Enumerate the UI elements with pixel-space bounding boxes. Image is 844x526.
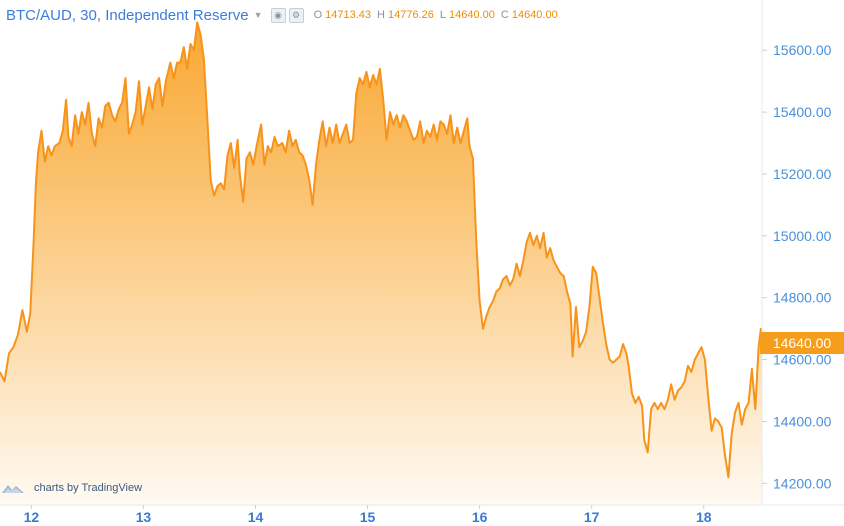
price-line <box>0 21 763 479</box>
y-tick-label: 15200.00 <box>773 166 832 182</box>
series-line <box>0 21 763 479</box>
y-tick-label: 14400.00 <box>773 413 832 429</box>
y-tick-label: 15600.00 <box>773 42 832 58</box>
symbol-title[interactable]: BTC/AUD, 30, Independent Reserve <box>6 6 249 24</box>
x-tick-label: 18 <box>696 509 712 525</box>
y-tick-label: 14600.00 <box>773 352 832 368</box>
time-axis[interactable]: 12 13 14 15 16 17 18 <box>24 505 712 525</box>
last-price-tag: 14640.00 <box>760 332 844 354</box>
tradingview-cloud-icon <box>2 485 24 493</box>
caret-down-icon[interactable]: ▼ <box>253 10 263 20</box>
low-label: L <box>439 9 446 21</box>
y-tick-label: 14200.00 <box>773 475 832 491</box>
x-tick-label: 17 <box>584 509 600 525</box>
close-value: 14640.00 <box>511 9 558 21</box>
price-axis[interactable]: 14200.00 14400.00 14600.00 14800.00 15000.00… <box>762 42 832 491</box>
area-fill <box>0 22 762 506</box>
y-tick-label: 14800.00 <box>773 290 832 306</box>
chart-legend: BTC/AUD, 30, Independent Reserve ▼ ◉ ⚙ O… <box>6 5 562 25</box>
high-label: H <box>377 9 385 21</box>
open-value: 14713.43 <box>325 9 372 21</box>
gear-icon[interactable]: ⚙ <box>288 7 304 23</box>
y-tick-label: 15400.00 <box>773 104 832 120</box>
y-tick-label: 15000.00 <box>773 228 832 244</box>
eye-icon[interactable]: ◉ <box>270 7 286 23</box>
x-tick-label: 12 <box>24 509 40 525</box>
low-value: 14640.00 <box>448 9 495 21</box>
tradingview-branding[interactable]: charts by TradingView <box>0 478 142 498</box>
x-tick-label: 14 <box>248 509 264 525</box>
open-label: O <box>313 9 323 21</box>
close-label: C <box>500 9 509 21</box>
x-tick-label: 15 <box>360 509 376 525</box>
high-value: 14776.26 <box>387 9 434 21</box>
x-tick-label: 16 <box>472 509 488 525</box>
price-area <box>0 22 762 506</box>
x-tick-label: 13 <box>136 509 152 525</box>
branding-text: charts by TradingView <box>34 482 143 494</box>
